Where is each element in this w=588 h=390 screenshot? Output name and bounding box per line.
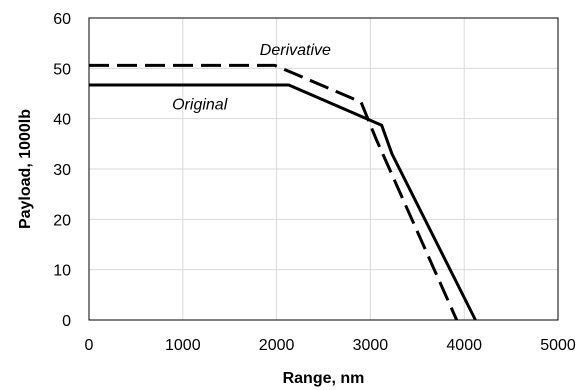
y-tick-label: 60 — [53, 11, 71, 28]
grid-lines — [88, 17, 559, 321]
x-tick-label: 4000 — [446, 337, 482, 354]
y-tick-label: 20 — [53, 212, 71, 229]
y-tick-label: 0 — [62, 313, 71, 330]
annotation-original: Original — [172, 97, 228, 114]
x-tick-label: 0 — [85, 337, 94, 354]
y-tick-label: 40 — [53, 112, 71, 129]
x-axis-title: Range, nm — [283, 370, 365, 387]
x-tick-label: 2000 — [259, 337, 295, 354]
series-layer — [89, 63, 477, 321]
plot-area-border — [88, 17, 559, 321]
x-tick-label: 1000 — [165, 337, 201, 354]
series-annotations: Original Derivative — [172, 42, 331, 113]
x-tick-labels: 0 1000 2000 3000 4000 5000 — [85, 337, 576, 354]
y-tick-labels: 0 10 20 30 40 50 60 — [53, 11, 71, 330]
series-line-derivative — [89, 63, 459, 321]
y-tick-label: 10 — [53, 263, 71, 280]
y-tick-label: 50 — [53, 61, 71, 78]
y-tick-label: 30 — [53, 162, 71, 179]
x-tick-label: 3000 — [353, 337, 389, 354]
y-axis-title: Payload, 1000lb — [17, 109, 34, 229]
annotation-derivative: Derivative — [260, 42, 331, 59]
x-tick-label: 5000 — [540, 337, 576, 354]
series-line-original — [89, 83, 477, 321]
